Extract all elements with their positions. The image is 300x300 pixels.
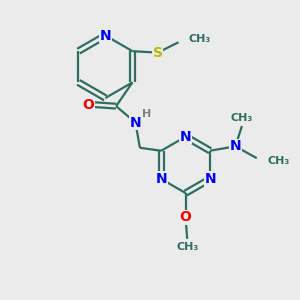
Text: N: N xyxy=(100,28,111,43)
Text: O: O xyxy=(180,211,192,224)
Text: CH₃: CH₃ xyxy=(267,156,290,166)
Text: CH₃: CH₃ xyxy=(176,242,198,252)
Text: O: O xyxy=(82,98,94,112)
Text: N: N xyxy=(204,172,216,186)
Text: N: N xyxy=(230,139,241,153)
Text: H: H xyxy=(142,109,151,119)
Text: N: N xyxy=(180,130,191,144)
Text: N: N xyxy=(130,116,141,130)
Text: N: N xyxy=(155,172,167,186)
Text: S: S xyxy=(153,46,163,60)
Text: CH₃: CH₃ xyxy=(189,34,211,44)
Text: CH₃: CH₃ xyxy=(231,113,253,123)
